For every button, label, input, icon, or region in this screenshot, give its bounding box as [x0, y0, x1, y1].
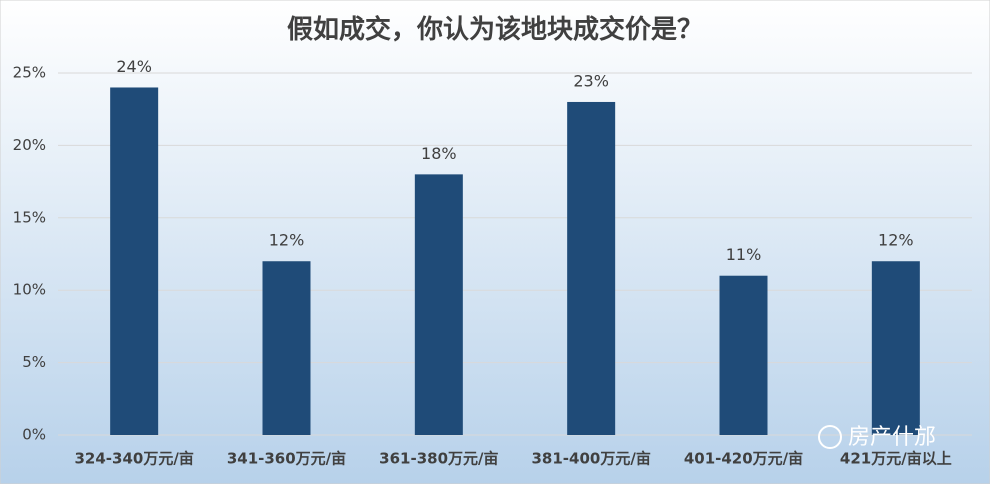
bar — [262, 261, 311, 435]
x-tick-label: 381-400万元/亩 — [532, 450, 651, 468]
bar — [871, 261, 920, 435]
bar — [414, 174, 463, 436]
x-tick-label: 341-360万元/亩 — [227, 450, 346, 468]
bar — [567, 101, 616, 436]
watermark: 房产什邡 — [848, 425, 936, 450]
y-tick-label: 25% — [13, 64, 46, 82]
x-tick-label: 401-420万元/亩 — [684, 450, 803, 468]
value-label: 12% — [269, 231, 305, 250]
y-tick-label: 15% — [13, 208, 46, 226]
chart-title: 假如成交，你认为该地块成交价是？ — [287, 14, 703, 45]
y-tick-label: 10% — [13, 281, 46, 299]
bar — [110, 87, 159, 435]
value-label: 24% — [116, 57, 152, 76]
bar — [719, 275, 768, 435]
value-label: 23% — [573, 71, 609, 90]
y-tick-label: 0% — [22, 426, 46, 444]
watermark-group: 房产什邡 — [818, 425, 936, 450]
x-tick-label: 421万元/亩以上 — [840, 450, 952, 468]
value-label: 11% — [726, 245, 762, 264]
x-tick-label: 361-380万元/亩 — [379, 450, 498, 468]
value-label: 12% — [878, 231, 914, 250]
y-tick-label: 5% — [22, 353, 46, 371]
y-tick-label: 20% — [13, 136, 46, 154]
x-tick-label: 324-340万元/亩 — [75, 450, 194, 468]
watermark-icon — [818, 425, 842, 449]
value-label: 18% — [421, 144, 457, 163]
